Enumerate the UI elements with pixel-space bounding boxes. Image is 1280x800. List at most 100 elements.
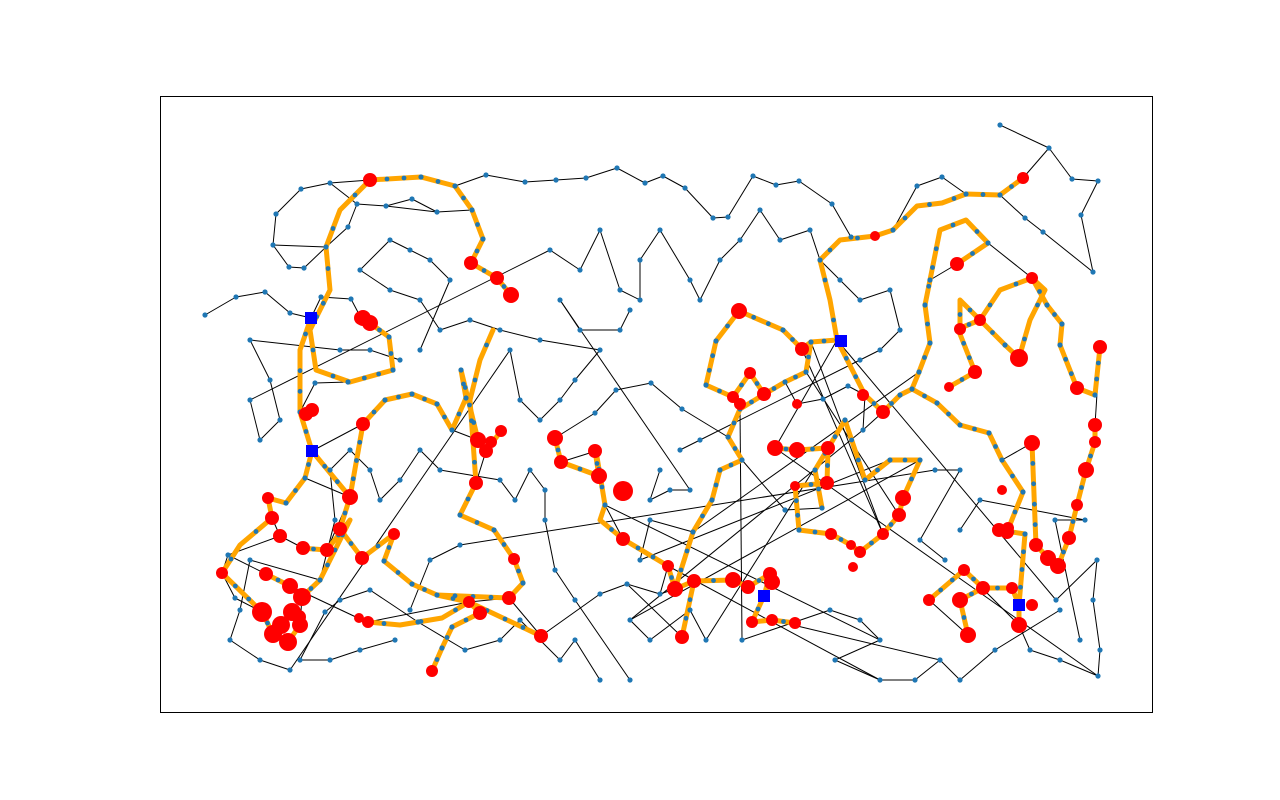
route-node xyxy=(710,353,716,359)
graph-node xyxy=(1046,145,1052,151)
route-node xyxy=(275,577,281,583)
route-node xyxy=(831,317,836,323)
graph-edge xyxy=(329,469,336,521)
customer-node xyxy=(613,481,633,501)
route-node xyxy=(725,323,730,329)
route-node xyxy=(849,437,855,443)
graph-edge xyxy=(739,209,761,241)
graph-edge xyxy=(419,299,441,331)
graph-node xyxy=(1090,269,1096,275)
graph-node xyxy=(660,173,666,179)
customer-node xyxy=(662,560,674,572)
route-node xyxy=(843,355,849,361)
customer-node xyxy=(846,540,856,550)
route-node xyxy=(706,367,712,373)
route-node xyxy=(972,426,977,432)
graph-node xyxy=(829,201,835,207)
graph-edge xyxy=(659,229,691,281)
graph-node xyxy=(298,186,304,192)
route-path xyxy=(909,217,1026,535)
route-node xyxy=(713,482,719,488)
graph-node xyxy=(942,557,948,563)
route-node xyxy=(1094,376,1100,382)
route-node xyxy=(232,583,238,589)
graph-node xyxy=(337,597,343,603)
route-node xyxy=(456,411,462,417)
graph-edge xyxy=(235,291,266,298)
depot-node xyxy=(305,312,317,324)
graph-node xyxy=(842,417,848,423)
graph-node xyxy=(857,357,863,363)
route-node xyxy=(838,537,844,542)
customer-node xyxy=(789,442,805,458)
graph-edge xyxy=(615,382,652,391)
route-node xyxy=(749,399,754,405)
graph-edge xyxy=(272,244,327,248)
graph-edge xyxy=(485,174,526,183)
customer-node xyxy=(675,630,689,644)
graph-edge xyxy=(834,639,881,661)
graph-node xyxy=(819,505,825,511)
graph-edge xyxy=(314,381,349,384)
route-node xyxy=(790,337,795,342)
route-node xyxy=(474,520,480,525)
graph-edge xyxy=(859,289,891,301)
graph-node xyxy=(617,327,623,333)
graph-node xyxy=(367,467,373,473)
graph-node xyxy=(452,183,458,189)
route-node xyxy=(871,401,877,406)
graph-edge xyxy=(1092,599,1101,651)
graph-edge xyxy=(859,349,881,361)
route-node xyxy=(822,277,828,283)
graph-edge xyxy=(519,399,541,421)
route-node xyxy=(265,620,270,626)
route-node xyxy=(609,527,614,532)
graph-edge xyxy=(599,229,621,291)
graph-edge xyxy=(574,599,631,681)
graph-node xyxy=(927,277,933,283)
graph-node xyxy=(520,580,526,586)
route-node xyxy=(463,617,469,623)
graph-node xyxy=(417,347,423,353)
graph-node xyxy=(547,247,553,253)
graph-node xyxy=(458,367,464,373)
graph-node xyxy=(542,517,548,523)
customer-node xyxy=(877,528,889,540)
graph-edge xyxy=(367,601,470,623)
graph-edge xyxy=(356,203,387,207)
graph-edge xyxy=(919,469,961,541)
route-node xyxy=(950,222,956,228)
graph-node xyxy=(1095,178,1101,184)
graph-node xyxy=(1069,176,1075,182)
graph-node xyxy=(390,367,396,373)
graph-edge xyxy=(369,349,401,361)
customer-node xyxy=(363,173,377,187)
graph-node xyxy=(497,637,503,643)
graph-edge xyxy=(689,609,707,641)
route-node xyxy=(395,570,401,575)
graph-edge xyxy=(347,203,358,228)
depot-node xyxy=(758,590,770,602)
graph-edge xyxy=(987,242,1033,279)
route-node xyxy=(1032,522,1038,527)
graph-node xyxy=(687,607,693,613)
graph-edge xyxy=(959,649,996,681)
graph-node xyxy=(737,237,743,243)
graph-node xyxy=(1053,597,1059,603)
customer-node xyxy=(342,489,358,505)
graph-node xyxy=(602,502,608,508)
route-node xyxy=(306,462,311,467)
graph-node xyxy=(522,179,528,185)
graph-node xyxy=(345,224,351,230)
customer-node xyxy=(279,633,297,651)
graph-edge xyxy=(464,639,501,651)
customer-node xyxy=(1071,499,1083,511)
customer-node xyxy=(299,407,313,421)
customer-node xyxy=(960,627,976,643)
route-node xyxy=(348,541,354,546)
graph-node xyxy=(491,527,497,533)
route-node xyxy=(330,373,336,379)
graph-node xyxy=(512,497,518,503)
graph-node xyxy=(283,500,289,506)
